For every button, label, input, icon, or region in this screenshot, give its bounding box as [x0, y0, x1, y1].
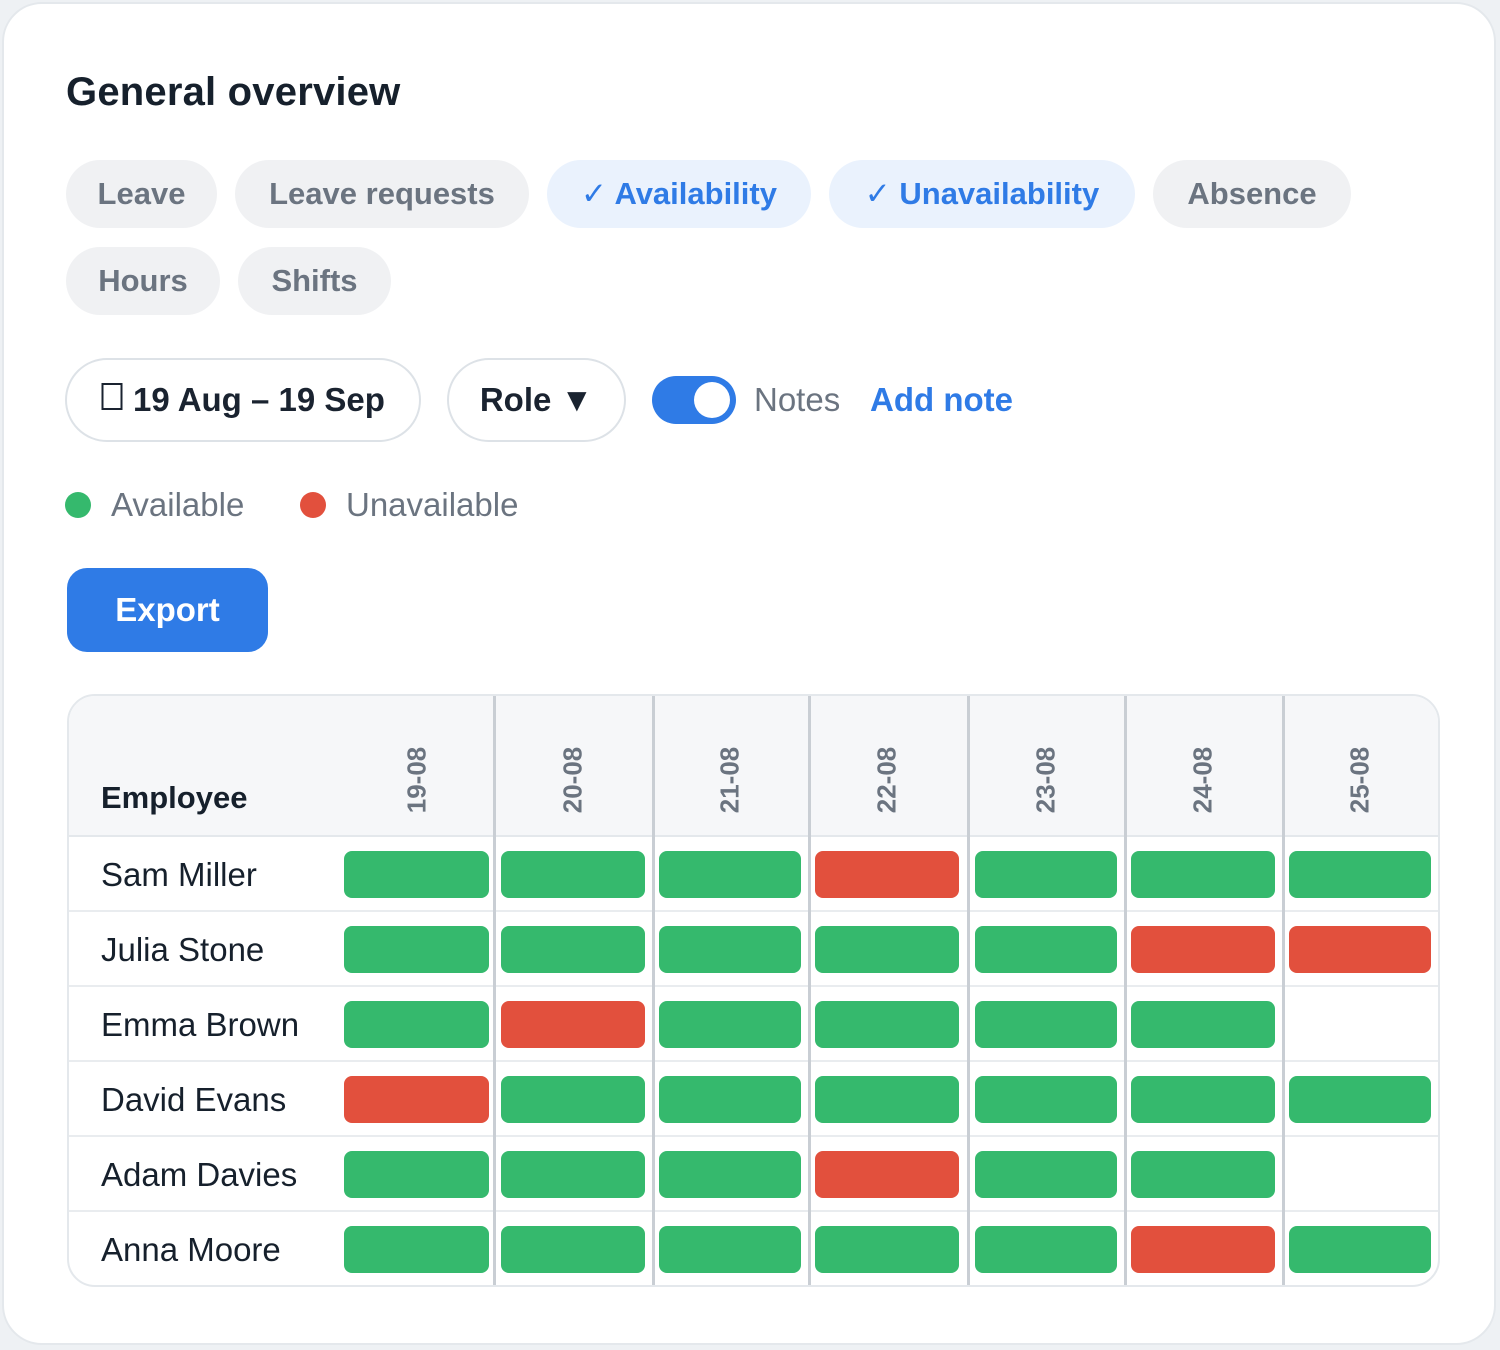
date-column-header: 22-08 [815, 696, 959, 837]
available-cell[interactable] [815, 1226, 959, 1273]
filter-chip-unavailability[interactable]: ✓ Unavailability [829, 160, 1135, 228]
date-range-picker[interactable]: 19 Aug – 19 Sep [65, 358, 421, 442]
available-cell[interactable] [815, 1076, 959, 1123]
available-cell[interactable] [1131, 1076, 1275, 1123]
date-column-header: 25-08 [1289, 696, 1431, 837]
available-cell[interactable] [815, 926, 959, 973]
role-dropdown[interactable]: Role ▼ [447, 358, 626, 442]
column-divider [652, 696, 655, 1285]
available-cell[interactable] [659, 851, 801, 898]
available-cell[interactable] [975, 1001, 1117, 1048]
unavailable-cell[interactable] [815, 851, 959, 898]
unavailable-cell[interactable] [344, 1076, 489, 1123]
available-cell[interactable] [659, 1226, 801, 1273]
unavailable-cell[interactable] [1289, 926, 1431, 973]
date-column-header: 20-08 [501, 696, 645, 837]
employee-name: Sam Miller [101, 855, 257, 893]
available-cell[interactable] [975, 851, 1117, 898]
date-column-header: 19-08 [344, 696, 489, 837]
available-cell[interactable] [501, 1151, 645, 1198]
date-label: 23-08 [1030, 746, 1061, 814]
available-cell[interactable] [344, 1001, 489, 1048]
available-cell[interactable] [344, 851, 489, 898]
available-cell[interactable] [501, 926, 645, 973]
unavailable-dot-icon [300, 492, 326, 518]
table-row: Sam Miller [69, 837, 1438, 912]
filter-chip-leave-requests[interactable]: Leave requests [235, 160, 529, 228]
notes-label: Notes [754, 381, 841, 418]
table-row: Julia Stone [69, 912, 1438, 987]
page-title: General overview [66, 70, 401, 114]
table-header: Employee 19-08 20-08 21-08 22-08 23-08 24-08 2… [69, 696, 1438, 837]
date-column-header: 23-08 [975, 696, 1117, 837]
date-range-label: 19 Aug – 19 Sep [133, 381, 385, 418]
legend-unavailable: Unavailable [300, 486, 518, 524]
column-divider [493, 696, 496, 1285]
available-cell[interactable] [1131, 1001, 1275, 1048]
available-cell[interactable] [1289, 851, 1431, 898]
filter-chip-hours[interactable]: Hours [66, 247, 220, 315]
date-label: 20-08 [557, 746, 588, 814]
table-row: David Evans [69, 1062, 1438, 1137]
available-cell[interactable] [1289, 1226, 1431, 1273]
date-column-header: 21-08 [659, 696, 801, 837]
legend-unavailable-label: Unavailable [346, 486, 519, 523]
available-cell[interactable] [1131, 1151, 1275, 1198]
employee-name: Julia Stone [101, 930, 265, 968]
table-row: Emma Brown [69, 987, 1438, 1062]
date-column-header: 24-08 [1131, 696, 1275, 837]
available-cell[interactable] [659, 1076, 801, 1123]
column-divider [1282, 696, 1285, 1285]
employee-column-header: Employee [101, 780, 248, 815]
available-cell[interactable] [501, 1076, 645, 1123]
table-row: Adam Davies [69, 1137, 1438, 1212]
available-cell[interactable] [1131, 851, 1275, 898]
employee-name: Adam Davies [101, 1155, 298, 1193]
employee-name: David Evans [101, 1080, 287, 1118]
add-note-link[interactable]: Add note [870, 381, 1013, 418]
date-label: 21-08 [714, 746, 745, 814]
export-button[interactable]: Export [67, 568, 268, 652]
filter-chip-shifts[interactable]: Shifts [238, 247, 391, 315]
available-cell[interactable] [344, 926, 489, 973]
column-divider [808, 696, 811, 1285]
availability-table: Employee 19-08 20-08 21-08 22-08 23-08 24-08 2… [67, 694, 1440, 1287]
unavailable-cell[interactable] [1131, 1226, 1275, 1273]
available-cell[interactable] [975, 1151, 1117, 1198]
available-cell[interactable] [659, 926, 801, 973]
available-cell[interactable] [975, 1226, 1117, 1273]
table-row: Anna Moore [69, 1212, 1438, 1285]
employee-name: Anna Moore [101, 1230, 281, 1268]
unavailable-cell[interactable] [1131, 926, 1275, 973]
unavailable-cell[interactable] [501, 1001, 645, 1048]
employee-name: Emma Brown [101, 1005, 300, 1043]
available-dot-icon [65, 492, 91, 518]
filter-chip-leave[interactable]: Leave [66, 160, 217, 228]
toggle-knob [694, 382, 730, 418]
available-cell[interactable] [1289, 1076, 1431, 1123]
available-cell[interactable] [975, 926, 1117, 973]
filter-chip-absence[interactable]: Absence [1153, 160, 1351, 228]
available-cell[interactable] [659, 1001, 801, 1048]
column-divider [1124, 696, 1127, 1285]
available-cell[interactable] [344, 1226, 489, 1273]
available-cell[interactable] [501, 1226, 645, 1273]
legend-available: Available [65, 486, 244, 524]
notes-toggle[interactable] [652, 376, 736, 424]
date-label: 24-08 [1187, 746, 1218, 814]
calendar-icon [101, 381, 123, 419]
available-cell[interactable] [659, 1151, 801, 1198]
filter-chip-availability[interactable]: ✓ Availability [547, 160, 811, 228]
unavailable-cell[interactable] [815, 1151, 959, 1198]
available-cell[interactable] [975, 1076, 1117, 1123]
available-cell[interactable] [815, 1001, 959, 1048]
column-divider [967, 696, 970, 1285]
available-cell[interactable] [501, 851, 645, 898]
date-label: 25-08 [1344, 746, 1375, 814]
available-cell[interactable] [344, 1151, 489, 1198]
date-label: 19-08 [401, 746, 431, 814]
legend-available-label: Available [111, 486, 245, 523]
date-label: 22-08 [871, 746, 902, 814]
